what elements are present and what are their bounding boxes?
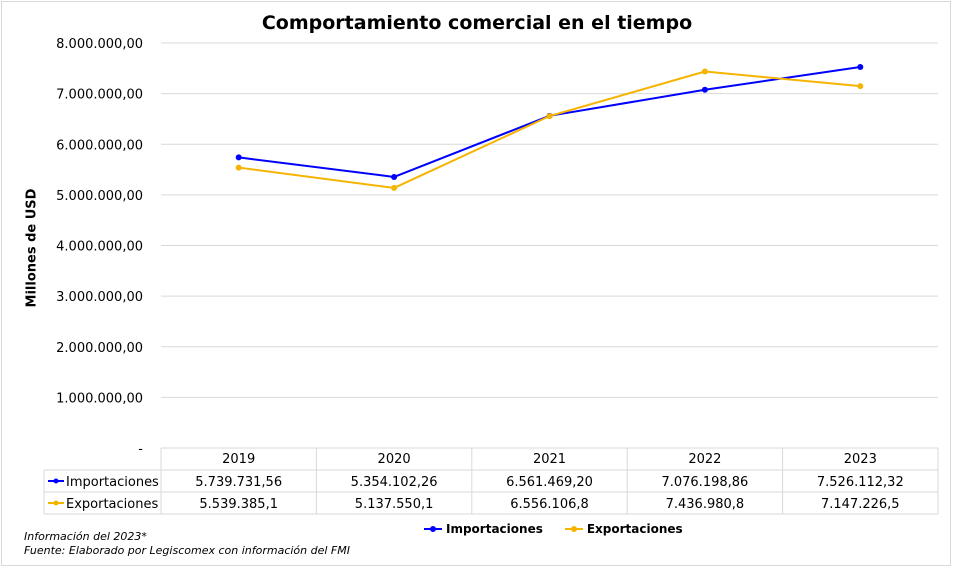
x-category-label: 2022 (688, 452, 721, 467)
y-tick-label: 4.000.000,00 (56, 240, 143, 255)
legend-label-importaciones: Importaciones (446, 522, 543, 536)
data-point-importaciones (235, 154, 242, 161)
table-cell-value: 7.147.226,5 (821, 497, 900, 512)
data-point-exportaciones (857, 83, 864, 90)
chart-title: Comportamiento comercial en el tiempo (261, 12, 693, 34)
table-cell-value: 5.539.385,1 (199, 497, 278, 512)
table-cell-value: 6.561.469,20 (506, 475, 593, 490)
footnote-info: Información del 2023* (24, 530, 147, 543)
table-cell-value: 7.076.198,86 (661, 475, 748, 490)
footnote-source: Fuente: Elaborado por Legiscomex con inf… (24, 544, 350, 557)
legend-marker-importaciones (424, 524, 442, 534)
y-tick-label: 5.000.000,00 (56, 189, 143, 204)
y-tick-label: 2.000.000,00 (56, 341, 143, 356)
table-series-name: Exportaciones (66, 497, 158, 512)
legend: Importaciones Exportaciones (424, 522, 683, 536)
series-line-exportaciones (238, 70, 861, 189)
table-cell-value: 6.556.106,8 (510, 497, 589, 512)
y-tick-label: 1.000.000,00 (56, 391, 143, 406)
table-series-name: Importaciones (66, 475, 159, 490)
y-tick-label: 3.000.000,00 (56, 290, 143, 305)
legend-marker-exportaciones (564, 524, 583, 534)
data-point-exportaciones (701, 68, 708, 75)
table-cell-value: 7.436.980,8 (666, 497, 745, 512)
y-tick-label: 8.000.000,00 (56, 37, 143, 52)
table-cell-value: 5.739.731,56 (195, 475, 282, 490)
table-key-marker (53, 500, 59, 506)
x-category-label: 2023 (844, 452, 877, 467)
x-category-label: 2019 (222, 452, 255, 467)
data-point-exportaciones (391, 184, 398, 191)
data-point-importaciones (701, 86, 708, 93)
table-key-marker (53, 478, 59, 484)
data-point-exportaciones (546, 113, 553, 120)
y-tick-label: - (138, 442, 143, 457)
x-category-label: 2021 (533, 452, 566, 467)
y-tick-label: 6.000.000,00 (56, 138, 143, 153)
table-cell-value: 5.354.102,26 (351, 475, 438, 490)
data-point-importaciones (391, 173, 398, 180)
legend-item-importaciones: Importaciones (424, 522, 543, 536)
table-cell-value: 5.137.550,1 (355, 497, 434, 512)
table-cell-value: 7.526.112,32 (817, 475, 904, 490)
data-point-importaciones (857, 63, 864, 70)
x-category-label: 2020 (378, 452, 411, 467)
series-line-importaciones (238, 66, 861, 178)
y-tick-label: 7.000.000,00 (56, 88, 143, 103)
legend-label-exportaciones: Exportaciones (586, 522, 683, 536)
data-point-exportaciones (235, 164, 242, 171)
legend-item-exportaciones: Exportaciones (564, 522, 683, 536)
